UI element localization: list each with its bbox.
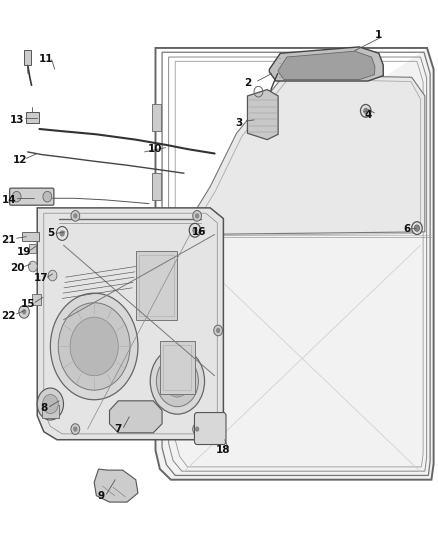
Bar bbox=[42, 405, 59, 418]
Circle shape bbox=[193, 211, 201, 221]
Text: 10: 10 bbox=[148, 144, 163, 154]
Text: 5: 5 bbox=[47, 229, 54, 238]
Circle shape bbox=[19, 305, 29, 318]
Bar bbox=[29, 244, 36, 253]
Circle shape bbox=[360, 104, 371, 117]
Circle shape bbox=[150, 348, 205, 414]
Bar bbox=[26, 112, 39, 123]
Circle shape bbox=[73, 426, 78, 432]
Circle shape bbox=[50, 293, 138, 400]
Polygon shape bbox=[188, 75, 425, 235]
Polygon shape bbox=[155, 48, 434, 480]
Text: 20: 20 bbox=[10, 263, 25, 272]
Circle shape bbox=[192, 227, 198, 233]
FancyBboxPatch shape bbox=[10, 188, 54, 205]
Bar bbox=[24, 50, 31, 65]
Text: 2: 2 bbox=[244, 78, 251, 87]
Text: 6: 6 bbox=[404, 224, 411, 234]
Text: 1: 1 bbox=[375, 30, 382, 39]
Circle shape bbox=[37, 388, 64, 420]
Circle shape bbox=[22, 309, 26, 314]
Circle shape bbox=[156, 356, 198, 407]
Text: 12: 12 bbox=[12, 155, 27, 165]
Circle shape bbox=[164, 365, 191, 397]
Circle shape bbox=[48, 270, 57, 281]
Circle shape bbox=[73, 213, 78, 219]
Polygon shape bbox=[37, 208, 223, 440]
Polygon shape bbox=[269, 47, 383, 81]
Circle shape bbox=[71, 424, 80, 434]
Polygon shape bbox=[110, 401, 162, 433]
Text: 7: 7 bbox=[115, 424, 122, 434]
Text: 3: 3 bbox=[235, 118, 242, 127]
Bar bbox=[32, 294, 41, 305]
Text: 22: 22 bbox=[1, 311, 16, 320]
Text: 18: 18 bbox=[216, 446, 231, 455]
Circle shape bbox=[43, 191, 52, 202]
Circle shape bbox=[214, 325, 223, 336]
Text: 15: 15 bbox=[21, 299, 36, 309]
Bar bbox=[22, 232, 39, 241]
Circle shape bbox=[195, 426, 199, 432]
Text: 8: 8 bbox=[40, 403, 47, 413]
FancyBboxPatch shape bbox=[194, 413, 226, 445]
Circle shape bbox=[12, 191, 21, 202]
Text: 9: 9 bbox=[97, 491, 104, 500]
Bar bbox=[139, 255, 174, 316]
Text: 21: 21 bbox=[1, 235, 16, 245]
Circle shape bbox=[42, 394, 58, 414]
Text: 13: 13 bbox=[10, 115, 25, 125]
Circle shape bbox=[363, 108, 368, 114]
Circle shape bbox=[193, 424, 201, 434]
Circle shape bbox=[189, 223, 201, 237]
Circle shape bbox=[414, 225, 420, 231]
Polygon shape bbox=[94, 469, 138, 502]
Text: 4: 4 bbox=[364, 110, 371, 119]
Bar bbox=[163, 345, 191, 390]
Bar bbox=[136, 251, 177, 320]
Circle shape bbox=[70, 317, 118, 376]
Bar bbox=[152, 173, 161, 200]
Circle shape bbox=[28, 261, 37, 272]
Circle shape bbox=[216, 328, 220, 333]
Bar bbox=[160, 341, 195, 394]
Polygon shape bbox=[247, 90, 278, 140]
Bar bbox=[152, 104, 161, 131]
Text: 11: 11 bbox=[39, 54, 53, 63]
Text: 19: 19 bbox=[17, 247, 31, 256]
Circle shape bbox=[195, 213, 199, 219]
Text: 16: 16 bbox=[192, 227, 207, 237]
Text: 17: 17 bbox=[34, 273, 49, 283]
Polygon shape bbox=[278, 51, 375, 79]
Circle shape bbox=[412, 222, 422, 235]
Circle shape bbox=[71, 211, 80, 221]
Circle shape bbox=[58, 303, 130, 390]
Circle shape bbox=[60, 230, 65, 237]
Text: 14: 14 bbox=[1, 195, 16, 205]
